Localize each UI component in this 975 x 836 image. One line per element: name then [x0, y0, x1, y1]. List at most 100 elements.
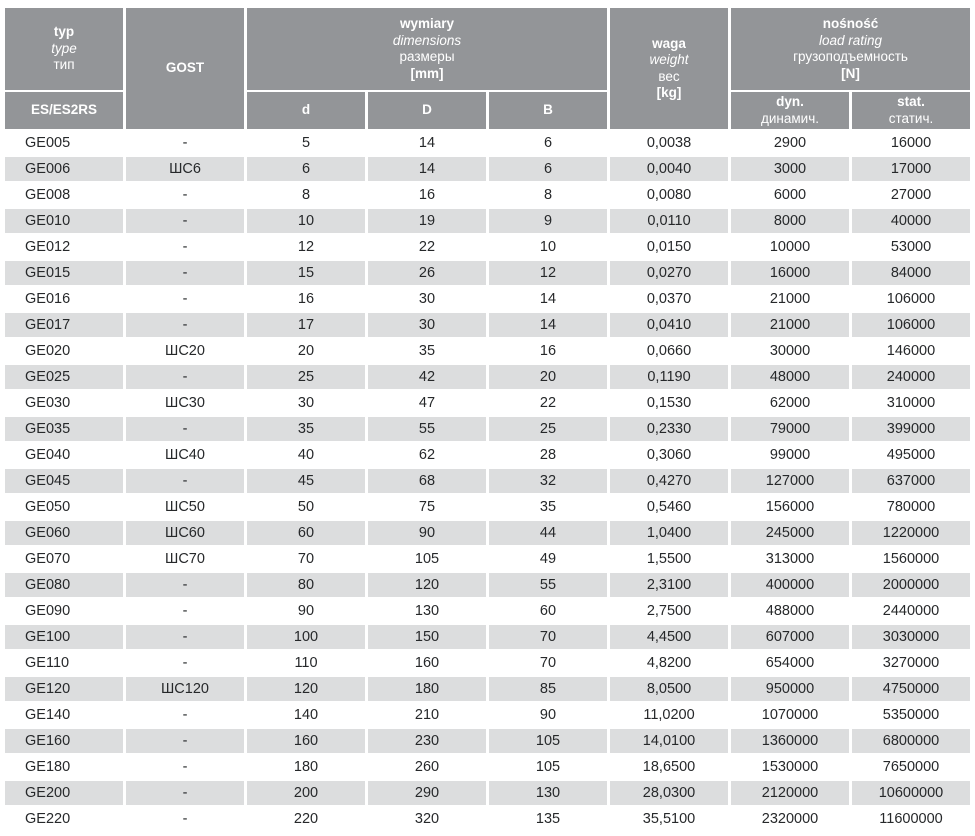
cell-GE045-D: 68: [368, 469, 486, 493]
cell-GE008-weight: 0,0080: [610, 183, 728, 207]
cell-GE020-D: 35: [368, 339, 486, 363]
cell-GE008-stat: 27000: [852, 183, 970, 207]
cell-GE025-weight: 0,1190: [610, 365, 728, 389]
cell-GE110-stat: 3270000: [852, 651, 970, 675]
cell-GE080-stat: 2000000: [852, 573, 970, 597]
header-col-D: D: [368, 92, 486, 129]
cell-GE180-weight: 18,6500: [610, 755, 728, 779]
cell-GE035-dyn: 79000: [731, 417, 849, 441]
cell-GE100-weight: 4,4500: [610, 625, 728, 649]
header-dyn-abbr: dyn.: [776, 94, 804, 109]
cell-GE045-type: GE045: [5, 469, 123, 493]
cell-GE035-stat: 399000: [852, 417, 970, 441]
cell-GE005-weight: 0,0038: [610, 131, 728, 155]
cell-GE100-type: GE100: [5, 625, 123, 649]
cell-GE008-D: 16: [368, 183, 486, 207]
cell-GE017-stat: 106000: [852, 313, 970, 337]
cell-GE060-D: 90: [368, 521, 486, 545]
cell-GE110-B: 70: [489, 651, 607, 675]
cell-GE015-gost: -: [126, 261, 244, 285]
cell-GE015-type: GE015: [5, 261, 123, 285]
cell-GE040-type: GE040: [5, 443, 123, 467]
cell-GE180-d: 180: [247, 755, 365, 779]
cell-GE080-weight: 2,3100: [610, 573, 728, 597]
cell-GE180-type: GE180: [5, 755, 123, 779]
cell-GE012-d: 12: [247, 235, 365, 259]
cell-GE160-D: 230: [368, 729, 486, 753]
cell-GE120-B: 85: [489, 677, 607, 701]
cell-GE090-stat: 2440000: [852, 599, 970, 623]
cell-GE140-weight: 11,0200: [610, 703, 728, 727]
cell-GE030-dyn: 62000: [731, 391, 849, 415]
cell-GE006-type: GE006: [5, 157, 123, 181]
cell-GE040-B: 28: [489, 443, 607, 467]
cell-GE010-weight: 0,0110: [610, 209, 728, 233]
header-type-column: typ type тип: [5, 8, 123, 90]
cell-GE220-B: 135: [489, 807, 607, 831]
cell-GE020-d: 20: [247, 339, 365, 363]
cell-GE110-dyn: 654000: [731, 651, 849, 675]
cell-GE220-d: 220: [247, 807, 365, 831]
cell-GE050-B: 35: [489, 495, 607, 519]
cell-GE110-gost: -: [126, 651, 244, 675]
cell-GE045-B: 32: [489, 469, 607, 493]
cell-GE020-gost: ШС20: [126, 339, 244, 363]
cell-GE120-dyn: 950000: [731, 677, 849, 701]
cell-GE030-B: 22: [489, 391, 607, 415]
cell-GE006-d: 6: [247, 157, 365, 181]
cell-GE025-dyn: 48000: [731, 365, 849, 389]
cell-GE035-D: 55: [368, 417, 486, 441]
cell-GE110-d: 110: [247, 651, 365, 675]
header-load-unit: [N]: [841, 65, 860, 81]
header-stat-abbr: stat.: [897, 94, 925, 109]
cell-GE100-gost: -: [126, 625, 244, 649]
cell-GE200-D: 290: [368, 781, 486, 805]
cell-GE030-type: GE030: [5, 391, 123, 415]
cell-GE050-D: 75: [368, 495, 486, 519]
cell-GE040-D: 62: [368, 443, 486, 467]
cell-GE160-dyn: 1360000: [731, 729, 849, 753]
cell-GE100-d: 100: [247, 625, 365, 649]
cell-GE015-dyn: 16000: [731, 261, 849, 285]
cell-GE040-stat: 495000: [852, 443, 970, 467]
cell-GE006-dyn: 3000: [731, 157, 849, 181]
cell-GE040-gost: ШС40: [126, 443, 244, 467]
header-series: ES/ES2RS: [5, 92, 123, 129]
cell-GE030-stat: 310000: [852, 391, 970, 415]
cell-GE090-weight: 2,7500: [610, 599, 728, 623]
cell-GE060-B: 44: [489, 521, 607, 545]
cell-GE017-weight: 0,0410: [610, 313, 728, 337]
cell-GE005-d: 5: [247, 131, 365, 155]
cell-GE008-dyn: 6000: [731, 183, 849, 207]
cell-GE140-D: 210: [368, 703, 486, 727]
cell-GE017-gost: -: [126, 313, 244, 337]
cell-GE160-weight: 14,0100: [610, 729, 728, 753]
cell-GE140-d: 140: [247, 703, 365, 727]
cell-GE220-type: GE220: [5, 807, 123, 831]
cell-GE025-B: 20: [489, 365, 607, 389]
header-col-static: stat. статич.: [852, 92, 970, 129]
header-dimensions-group: wymiary dimensions размеры [mm]: [247, 8, 607, 90]
cell-GE200-d: 200: [247, 781, 365, 805]
cell-GE200-weight: 28,0300: [610, 781, 728, 805]
cell-GE030-weight: 0,1530: [610, 391, 728, 415]
cell-GE016-D: 30: [368, 287, 486, 311]
cell-GE080-gost: -: [126, 573, 244, 597]
cell-GE140-gost: -: [126, 703, 244, 727]
cell-GE012-type: GE012: [5, 235, 123, 259]
header-weight-pl: waga: [652, 35, 686, 51]
cell-GE100-stat: 3030000: [852, 625, 970, 649]
cell-GE005-stat: 16000: [852, 131, 970, 155]
cell-GE006-stat: 17000: [852, 157, 970, 181]
table-grid: typ type тип ES/ES2RS GOST wymiary dimen…: [5, 8, 970, 831]
cell-GE070-weight: 1,5500: [610, 547, 728, 571]
cell-GE012-weight: 0,0150: [610, 235, 728, 259]
cell-GE220-D: 320: [368, 807, 486, 831]
cell-GE120-gost: ШС120: [126, 677, 244, 701]
cell-GE060-d: 60: [247, 521, 365, 545]
cell-GE090-type: GE090: [5, 599, 123, 623]
cell-GE110-D: 160: [368, 651, 486, 675]
cell-GE070-dyn: 313000: [731, 547, 849, 571]
cell-GE140-stat: 5350000: [852, 703, 970, 727]
cell-GE010-gost: -: [126, 209, 244, 233]
